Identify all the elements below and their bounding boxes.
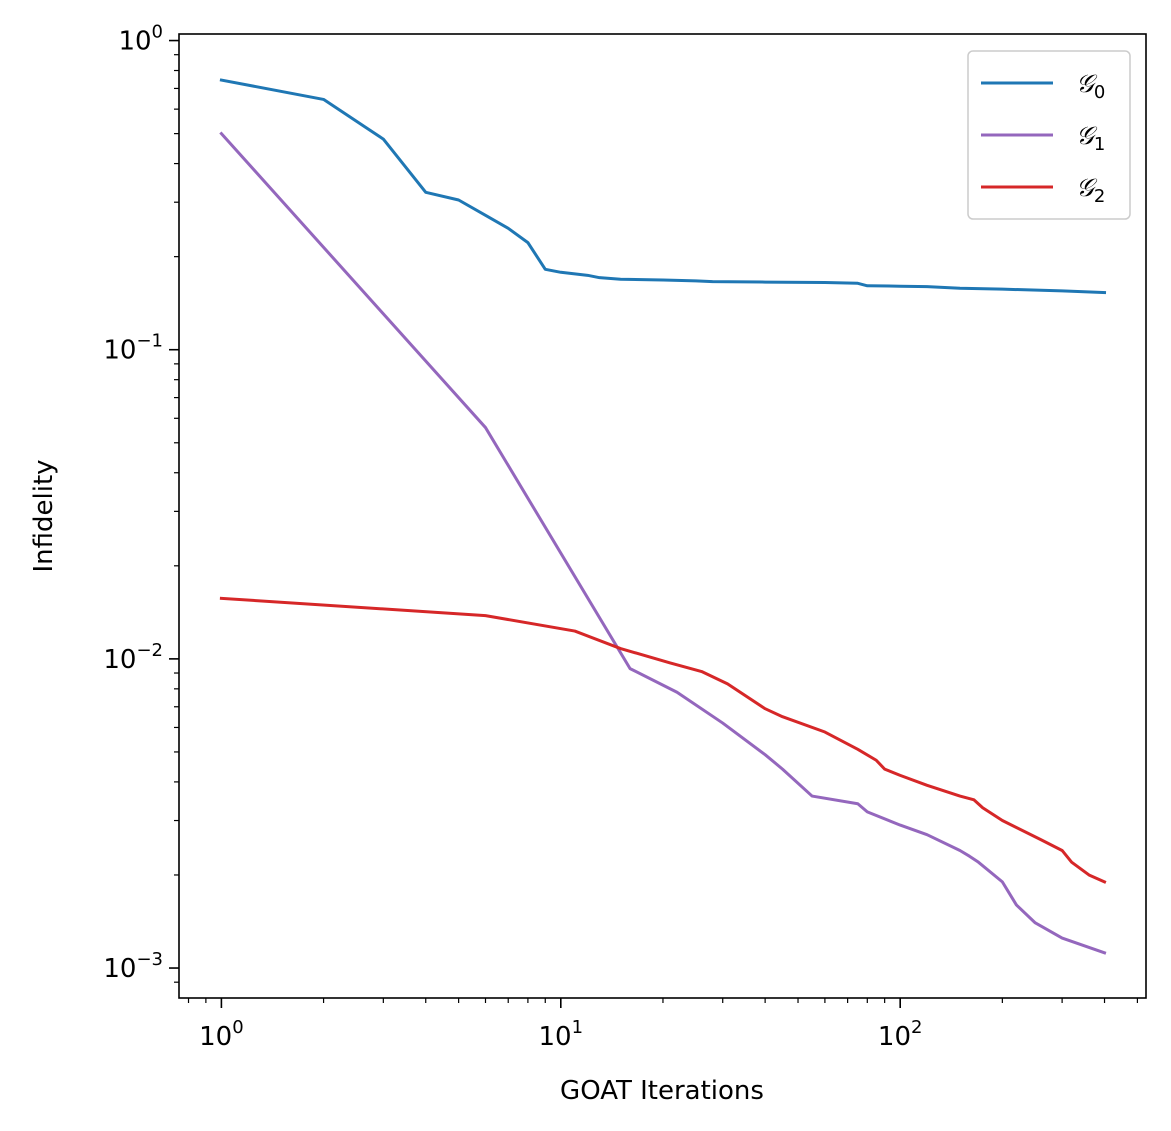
legend-label-g2: 𝒢2 (1076, 173, 1105, 207)
legend-label-g0: 𝒢0 (1076, 69, 1105, 103)
series-group (219, 78, 1107, 955)
legend: 𝒢0 𝒢1 𝒢2 (967, 50, 1131, 220)
x-tick-label: 102 (878, 1017, 923, 1052)
tick-group: 100 101 102 100 10−1 10−2 10−3 (103, 22, 1139, 1052)
plot-frame (178, 33, 1147, 999)
y-tick-label: 100 (118, 22, 163, 57)
series-line-g1 (219, 131, 1107, 955)
y-tick-label: 10−1 (103, 331, 163, 366)
x-axis-label: GOAT Iterations (560, 1076, 764, 1106)
legend-label-g1: 𝒢1 (1076, 121, 1105, 155)
x-tick-label: 100 (199, 1017, 244, 1052)
series-line-g2 (219, 596, 1107, 884)
y-tick-label: 10−2 (103, 640, 163, 675)
y-axis-label: Infidelity (29, 459, 59, 572)
series-line-g0 (219, 78, 1107, 295)
x-tick-label: 101 (539, 1017, 584, 1052)
y-tick-label: 10−3 (103, 949, 163, 984)
